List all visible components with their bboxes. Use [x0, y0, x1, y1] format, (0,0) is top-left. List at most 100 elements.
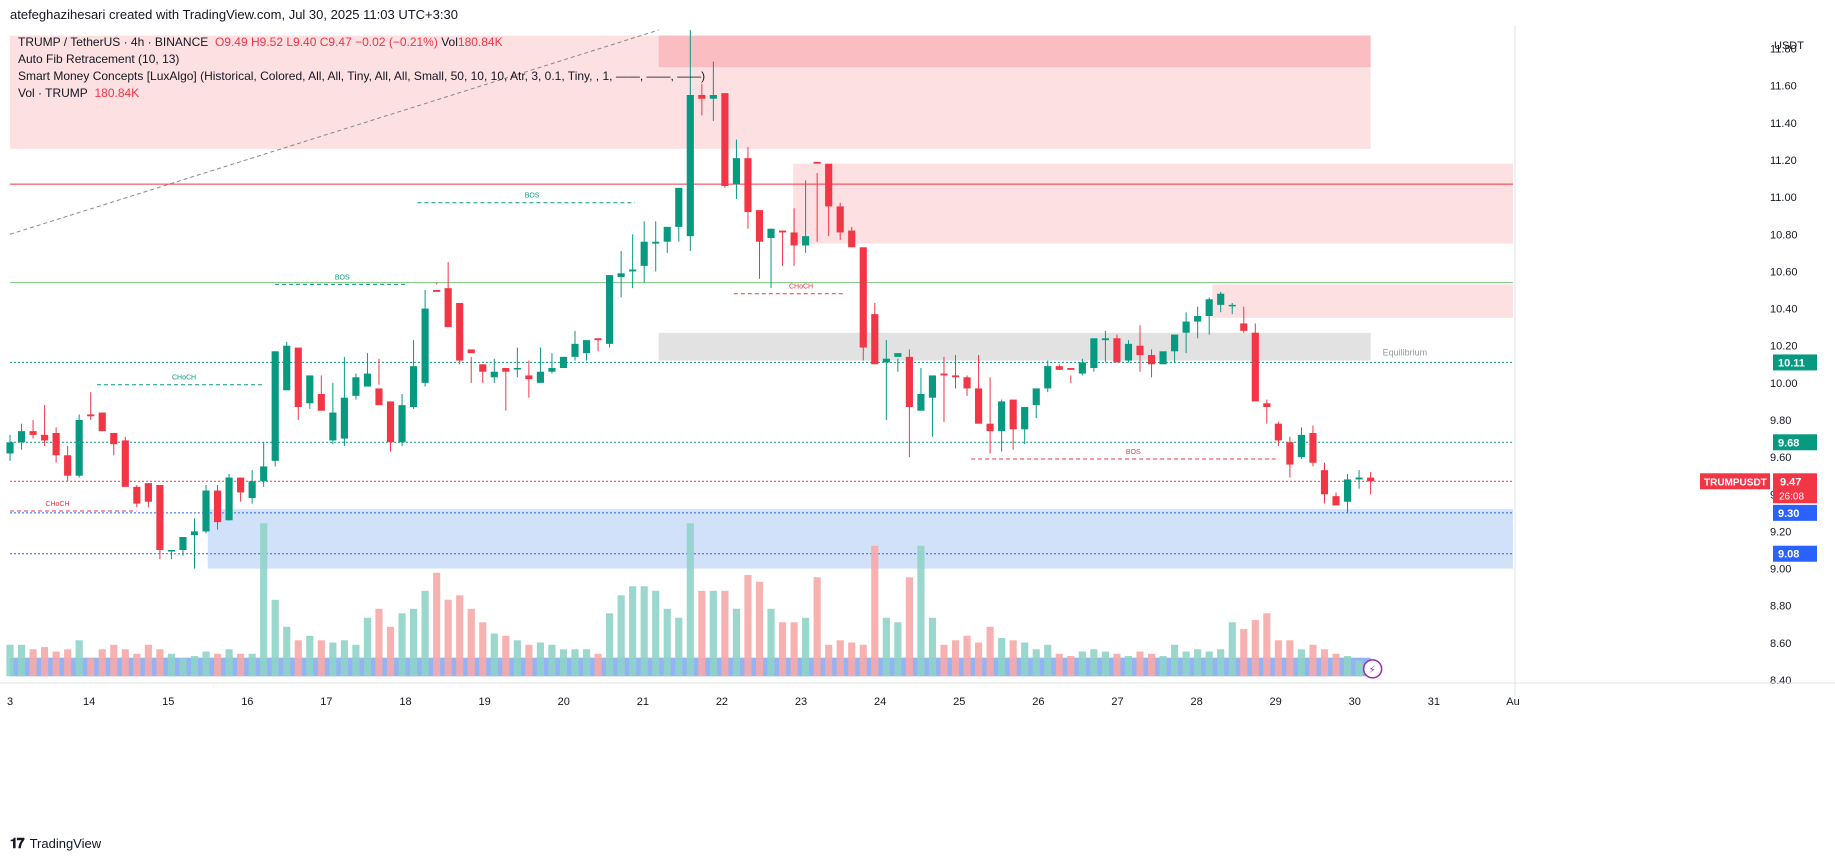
candle-body [237, 477, 245, 493]
y-tick-label: 11.60 [1770, 81, 1797, 93]
volume-bar [836, 640, 844, 677]
candle-body [1136, 345, 1144, 355]
structure-label: BOS [525, 193, 540, 200]
symbol-legend-row[interactable]: TRUMP / TetherUS · 4h · BINANCE O9.49 H9… [18, 34, 705, 51]
candle-body [582, 340, 591, 354]
y-tick-label: 11.20 [1770, 155, 1797, 167]
candle-body [375, 388, 383, 406]
structure-label: CHoCH [789, 284, 813, 291]
volume-bar [1147, 653, 1156, 677]
candle-body [133, 486, 141, 504]
candle-body [271, 351, 279, 461]
volume-bar [479, 622, 487, 677]
candle-body [1217, 293, 1225, 305]
candle-body [17, 431, 26, 443]
y-tick-label: 11.80 [1770, 44, 1797, 56]
candle-body [1147, 355, 1156, 365]
y-tick-label: 11.40 [1770, 118, 1797, 130]
volume-bar [1113, 653, 1121, 677]
volume-bar [456, 595, 464, 677]
volume-bar [1240, 629, 1248, 677]
candle-body [121, 440, 129, 487]
volume-bar [963, 635, 971, 677]
candle-body [617, 273, 625, 277]
volume-bar [202, 651, 210, 677]
volume-bar [409, 608, 418, 677]
level-price-tag [1773, 504, 1817, 521]
fib-indicator-row[interactable]: Auto Fib Retracement (10, 13) [18, 52, 180, 66]
candle-body [75, 420, 83, 476]
volume-bar [444, 599, 452, 677]
candle-body [825, 163, 833, 207]
candle-body [652, 241, 660, 244]
volume-bar [190, 656, 199, 677]
volume-bar [1090, 649, 1098, 677]
candle-body [52, 433, 60, 456]
volume-bar [213, 653, 222, 677]
volume-bar [1228, 622, 1236, 677]
x-tick-label: 26 [1032, 696, 1044, 708]
volume-bar [1263, 613, 1271, 677]
candle-body [329, 412, 337, 441]
volume-bar [606, 613, 614, 677]
zone-supply [793, 163, 1513, 244]
volume-bar [1101, 651, 1109, 677]
candle-body [352, 377, 360, 396]
volume-bar [755, 581, 764, 677]
volume-bar [64, 649, 72, 677]
candle-body [767, 228, 775, 238]
volume-bar [41, 647, 49, 677]
candle-body [144, 483, 152, 502]
candle-body [594, 338, 602, 341]
volume-bar [375, 608, 383, 677]
candle-body [490, 371, 498, 378]
volume-indicator-row[interactable]: Vol · TRUMP 180.84K [18, 85, 705, 102]
volume-bar [813, 577, 821, 677]
x-tick-label: 15 [162, 696, 174, 708]
candle-body [479, 364, 487, 372]
candle-body [444, 288, 452, 328]
volume-bar [617, 595, 625, 677]
volume-bar [75, 640, 83, 677]
candle-body [848, 230, 856, 248]
candle-body [755, 210, 764, 242]
candle-body [64, 455, 72, 476]
candle-body [1171, 334, 1179, 352]
y-tick-label: 10.00 [1770, 378, 1798, 390]
ohlc-open: O9.49 [214, 35, 248, 49]
volume-bar [52, 651, 60, 677]
candle-body [525, 375, 533, 380]
candle-body [467, 349, 475, 354]
volume-bar [6, 644, 14, 677]
candle-body [283, 345, 291, 391]
y-tick-label: 9.20 [1770, 526, 1791, 538]
volume-bar [110, 644, 118, 677]
candle-body [1009, 399, 1017, 430]
volume-bar [917, 545, 925, 677]
candle-body [421, 308, 429, 383]
candle-body [998, 401, 1006, 432]
smc-indicator-row[interactable]: Smart Money Concepts [LuxAlgo] (Historic… [18, 69, 706, 83]
volume-bar [940, 644, 948, 677]
volume-bar [951, 640, 960, 677]
candle-body [317, 394, 325, 411]
x-tick-label: 20 [558, 696, 570, 708]
volume-bar [1136, 651, 1144, 677]
volume-bar [848, 642, 856, 677]
y-tick-label: 9.60 [1770, 452, 1791, 464]
candle-body [571, 343, 579, 357]
volume-bar [294, 640, 302, 677]
tradingview-footer[interactable]: 𝟏𝟕 TradingView [10, 835, 101, 852]
x-tick-label: 24 [874, 696, 886, 708]
candle-body [928, 375, 937, 398]
candle-body [859, 247, 867, 348]
volume-bar [709, 590, 717, 677]
candle-body [732, 158, 741, 185]
structure-label: CHoCH [172, 375, 196, 382]
candle-body [110, 433, 118, 445]
candle-body [398, 405, 406, 443]
volume-bar [421, 590, 429, 677]
volume-bar [675, 617, 683, 677]
candle-body [882, 358, 890, 363]
